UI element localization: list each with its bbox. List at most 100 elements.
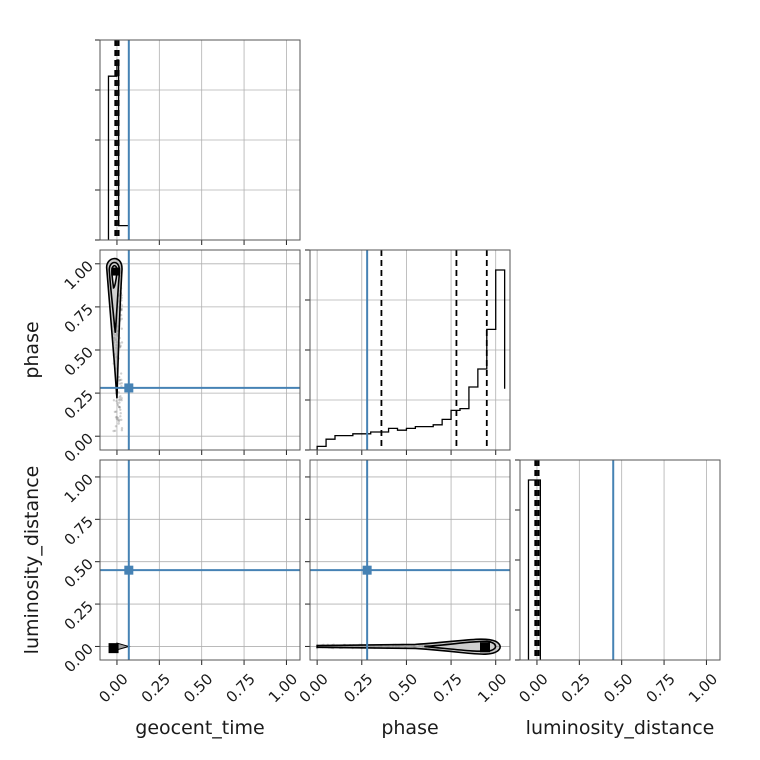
pair-geocent_time-phase-point-11 — [115, 399, 118, 403]
pair-geocent_time-luminosity_distance-xtick-label-4: 1.00 — [265, 670, 301, 706]
pair-geocent_time-luminosity_distance-ytick-label-2: 0.50 — [61, 555, 97, 591]
pair-geocent_time-phase-point-136 — [117, 405, 121, 409]
hist-geocent_time-content — [107, 40, 130, 240]
pair-geocent_time-phase-point-0 — [112, 429, 115, 433]
pair-phase-luminosity_distance-bg — [310, 460, 510, 660]
pair-geocent_time-phase-point-13 — [120, 429, 124, 432]
pair-geocent_time-phase-point-46 — [118, 382, 122, 385]
hist-luminosity_distance-bg — [520, 460, 720, 660]
pair-geocent_time-phase-point-123 — [119, 411, 122, 415]
hist-luminosity_distance-border — [519, 459, 721, 661]
pair-geocent_time-luminosity_distance-ytick-label-4: 1.00 — [61, 470, 97, 506]
pair-geocent_time-phase-point-52 — [119, 398, 122, 401]
x-axis-label-2: luminosity_distance — [526, 717, 715, 739]
pair-geocent_time-phase-point-101 — [120, 418, 123, 422]
pair-geocent_time-phase-point-63 — [120, 427, 124, 430]
pair-geocent_time-phase-point-126 — [120, 378, 123, 382]
pair-geocent_time-phase-point-99 — [119, 344, 122, 347]
pair-geocent_time-phase-point-34 — [118, 396, 121, 399]
pair-geocent_time-phase-point-110 — [119, 395, 122, 398]
pair-geocent_time-phase-point-49 — [113, 410, 117, 414]
pair-geocent_time-luminosity_distance: 0.00 0.25 0.50 0.75 1.000.000.250.500.751.00 — [61, 459, 301, 706]
pair-geocent_time-luminosity_distance-xtick-label-3: 0.75 — [222, 670, 258, 706]
hist-geocent_time-border — [99, 39, 301, 241]
pair-geocent_time-phase-point-95 — [120, 304, 124, 307]
hist-luminosity_distance-xtick-label-0: 0.00 — [515, 670, 551, 706]
pair-geocent_time-luminosity_distance-xtick-label-0: 0.00 — [95, 670, 131, 706]
hist-geocent_time — [95, 39, 301, 245]
pair-geocent_time-phase-point-44 — [118, 378, 122, 382]
pair-geocent_time-phase-point-76 — [116, 404, 120, 407]
pair-geocent_time-phase-point-125 — [120, 307, 123, 310]
pair-geocent_time-phase-point-106 — [119, 372, 123, 375]
pair-geocent_time-phase-point-32 — [120, 382, 123, 385]
pair-geocent_time-phase-point-50 — [118, 379, 121, 382]
pair-geocent_time-phase-point-78 — [120, 399, 123, 402]
pair-geocent_time-phase-point-2 — [117, 420, 121, 423]
pair-geocent_time-phase-point-120 — [120, 385, 123, 388]
pair-geocent_time-phase-content — [100, 250, 300, 450]
pair-geocent_time-luminosity_distance-content — [100, 460, 300, 660]
pair-geocent_time-phase-point-124 — [113, 429, 117, 433]
pair-geocent_time-phase-point-139 — [120, 397, 123, 400]
hist-luminosity_distance-xtick-label-3: 0.75 — [642, 670, 678, 706]
pair-geocent_time-luminosity_distance-ytick-label-3: 0.75 — [61, 513, 97, 549]
pair-geocent_time-phase-point-114 — [118, 346, 122, 349]
pair-geocent_time-luminosity_distance-xtick-label-2: 0.50 — [180, 670, 216, 706]
pair-geocent_time-luminosity_distance-border — [99, 459, 301, 661]
y-axis-label-2: luminosity_distance — [21, 466, 43, 655]
pair-geocent_time-phase-point-61 — [114, 416, 118, 419]
pair-geocent_time-phase-point-68 — [120, 327, 123, 330]
pair-phase-luminosity_distance-truth-marker — [362, 565, 372, 575]
pair-phase-luminosity_distance-xtick-label-0: 0.00 — [296, 670, 332, 706]
y-axis-label-1: phase — [21, 321, 43, 378]
pair-geocent_time-luminosity_distance-ytick-label-0: 0.00 — [61, 640, 97, 676]
pair-geocent_time-phase-point-38 — [120, 341, 124, 344]
pair-geocent_time-phase-point-79 — [117, 422, 120, 425]
x-axis-label-0: geocent_time — [135, 717, 264, 739]
pair-geocent_time-luminosity_distance-ytick-label-1: 0.25 — [61, 597, 97, 633]
pair-geocent_time-phase-point-117 — [115, 415, 119, 419]
pair-geocent_time-phase-point-19 — [117, 375, 121, 379]
hist-phase — [305, 249, 511, 455]
hist-luminosity_distance-xtick-label-4: 1.00 — [685, 670, 721, 706]
hist-luminosity_distance-xtick-label-2: 0.50 — [600, 670, 636, 706]
pair-geocent_time-phase-point-64 — [119, 415, 122, 418]
pair-phase-luminosity_distance-xtick-label-4: 1.00 — [474, 670, 510, 706]
pair-geocent_time-luminosity_distance-mode-marker — [108, 643, 119, 654]
pair-geocent_time-phase-point-89 — [115, 417, 119, 421]
pair-geocent_time-phase-point-91 — [118, 406, 122, 409]
pair-phase-luminosity_distance-border — [309, 459, 511, 661]
pair-geocent_time-phase-point-128 — [117, 418, 120, 422]
pair-geocent_time-phase-ytick-label-1: 0.25 — [61, 386, 97, 422]
pair-geocent_time-phase-point-26 — [119, 345, 122, 348]
hist-luminosity_distance-content — [527, 460, 615, 660]
pair-geocent_time-phase-truth-marker — [124, 383, 134, 393]
pair-geocent_time-phase-point-131 — [117, 398, 121, 402]
hist-phase-border — [309, 249, 511, 451]
pair-geocent_time-phase-ytick-label-4: 1.00 — [61, 257, 97, 293]
pair-geocent_time-phase-border — [99, 249, 301, 451]
pair-geocent_time-phase-point-39 — [117, 391, 120, 394]
pair-geocent_time-phase-point-55 — [119, 408, 122, 411]
pair-phase-luminosity_distance-xtick-label-1: 0.25 — [340, 670, 376, 706]
pair-phase-luminosity_distance-contour-mid — [424, 640, 497, 653]
pair-geocent_time-luminosity_distance-bg — [100, 460, 300, 660]
pair-geocent_time-phase-point-14 — [112, 399, 116, 402]
hist-luminosity_distance: 0.00 0.25 0.50 0.75 1.00 — [515, 459, 721, 706]
pair-geocent_time-phase-point-60 — [118, 401, 121, 404]
hist-phase-step — [310, 269, 506, 450]
pair-geocent_time-phase-point-48 — [118, 405, 121, 409]
pair-geocent_time-phase-ytick-label-3: 0.75 — [61, 300, 97, 336]
pair-geocent_time-phase-point-7 — [116, 402, 119, 405]
pair-phase-luminosity_distance-content — [310, 460, 510, 660]
pair-geocent_time-phase-point-51 — [114, 410, 118, 413]
pair-geocent_time-luminosity_distance-truth-marker — [124, 565, 134, 575]
hist-phase-content — [310, 250, 506, 450]
pair-geocent_time-phase-point-10 — [114, 425, 118, 428]
pair-phase-luminosity_distance-mode-marker — [480, 642, 490, 653]
x-axis-label-1: phase — [381, 717, 438, 739]
pair-geocent_time-luminosity_distance-xtick-label-1: 0.25 — [138, 670, 174, 706]
pair-geocent_time-phase-ytick-label-2: 0.50 — [61, 343, 97, 379]
